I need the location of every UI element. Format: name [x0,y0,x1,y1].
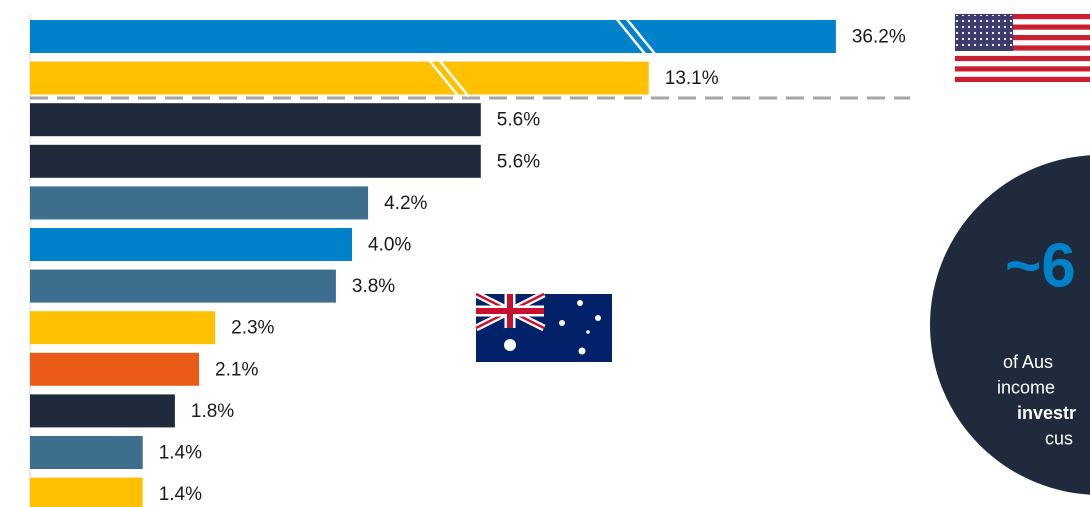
value-label: 5.6% [497,151,540,172]
axis-break [427,58,470,98]
callout-text: of Aus [1003,352,1053,372]
value-label: 1.8% [191,401,234,422]
bar [30,186,369,220]
bar [30,269,336,303]
au-flag [474,290,612,362]
callout-text: cus [1045,428,1073,448]
callout-text: income [997,377,1055,397]
bar [30,20,836,53]
bar [30,311,216,345]
bar [30,61,649,95]
axis-break [614,17,657,56]
callout-circle [930,155,1090,495]
callout-text: investr [1017,403,1076,423]
value-label: 1.4% [159,443,202,464]
bar [30,436,143,469]
value-label: 4.2% [384,193,427,214]
us-flag [955,14,1090,82]
bar [30,477,143,507]
bar [30,352,200,386]
value-label: 3.8% [352,276,395,297]
value-label: 13.1% [665,68,719,89]
value-label: 4.0% [368,235,411,256]
bar [30,144,481,178]
callout-headline: ~6 [1005,231,1076,300]
value-label: 1.4% [159,484,202,505]
value-label: 36.2% [852,27,906,48]
value-label: 2.3% [231,318,274,339]
value-label: 5.6% [497,110,540,131]
bar [30,103,481,137]
bar [30,394,175,428]
bar [30,228,352,261]
value-label: 2.1% [215,359,258,380]
